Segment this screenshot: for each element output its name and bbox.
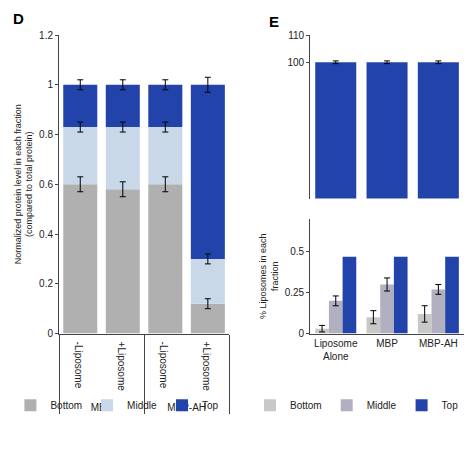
svg-text:+Liposome: +Liposome (116, 342, 127, 392)
svg-text:110: 110 (288, 30, 304, 41)
svg-text:Bottom: Bottom (50, 400, 82, 411)
svg-text:LiposomeAlone: LiposomeAlone (314, 338, 358, 362)
svg-text:Bottom: Bottom (290, 400, 322, 411)
svg-text:MBP: MBP (376, 338, 398, 349)
svg-text:-Liposome: -Liposome (158, 342, 169, 389)
svg-text:MBP-AH: MBP-AH (167, 402, 206, 414)
svg-text:E: E (269, 13, 279, 30)
svg-text:0.6: 0.6 (39, 179, 53, 190)
svg-text:D: D (13, 10, 24, 27)
svg-text:1: 1 (47, 79, 53, 90)
svg-text:MBP-AH: MBP-AH (419, 338, 458, 349)
svg-text:Top: Top (202, 400, 219, 411)
svg-text:Top: Top (442, 400, 459, 411)
svg-text:% Liposomes in eachfraction: % Liposomes in eachfraction (258, 234, 280, 320)
svg-text:-Liposome: -Liposome (73, 342, 84, 389)
svg-text:100: 100 (287, 57, 304, 68)
svg-text:+Liposome: +Liposome (201, 342, 212, 392)
svg-text:Middle: Middle (127, 400, 157, 411)
svg-text:Normalized protein level in ea: Normalized protein level in each fractio… (13, 104, 35, 264)
svg-text:1.2: 1.2 (39, 30, 53, 41)
svg-text:0.8: 0.8 (39, 129, 53, 140)
svg-text:Middle: Middle (367, 400, 397, 411)
svg-text:0.4: 0.4 (39, 229, 53, 240)
svg-text:0.5: 0.5 (290, 246, 304, 257)
svg-text:0.2: 0.2 (39, 278, 53, 289)
svg-text:0.25: 0.25 (285, 287, 305, 298)
svg-text:0: 0 (299, 328, 305, 339)
svg-text:0: 0 (47, 328, 53, 339)
